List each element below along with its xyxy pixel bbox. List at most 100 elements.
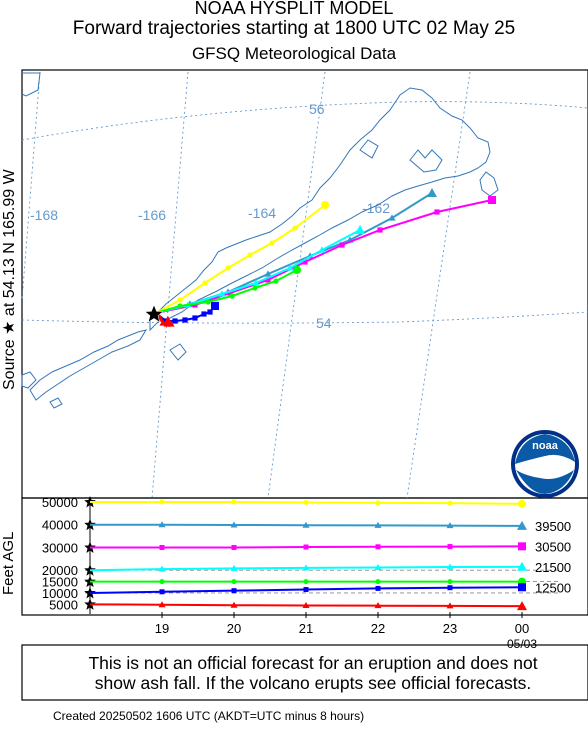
height-series-marker xyxy=(447,579,453,585)
trajectory-marker xyxy=(339,242,345,248)
trajectory-5 xyxy=(155,266,301,314)
height-series-marker xyxy=(375,500,381,506)
height-x-tick-label: 23 xyxy=(443,621,457,636)
trajectory-end-marker xyxy=(427,188,437,197)
height-series-marker xyxy=(375,579,381,585)
trajectory-marker xyxy=(201,311,207,317)
trajectory-marker xyxy=(207,309,213,315)
trajectory-end-marker xyxy=(163,316,173,325)
height-x-tick-label: 19 xyxy=(155,621,169,636)
trajectory-end-marker xyxy=(293,266,301,274)
height-end-label: 30500 xyxy=(535,539,571,554)
trajectory-marker xyxy=(252,285,258,291)
trajectory-marker xyxy=(202,280,208,286)
island-e xyxy=(49,397,63,409)
height-series-marker xyxy=(302,564,310,571)
height-series-marker xyxy=(231,588,237,594)
coastline xyxy=(21,72,499,409)
trajectory-marker xyxy=(292,225,298,231)
trajectory-marker xyxy=(182,317,188,323)
disclaimer-frame xyxy=(21,644,588,701)
trajectory-marker xyxy=(225,265,231,271)
trajectory-2 xyxy=(155,188,437,314)
source-star-icon xyxy=(144,304,164,323)
title-line-3: GFSQ Meteorological Data xyxy=(191,44,397,63)
height-y-tick-label: 10000 xyxy=(42,586,78,601)
trajectory-marker xyxy=(269,240,275,246)
height-series-marker xyxy=(447,585,453,591)
height-series-marker xyxy=(446,602,454,609)
height-series-marker xyxy=(517,520,527,530)
height-series-marker xyxy=(518,542,526,551)
noaa-logo-text: noaa xyxy=(532,440,559,452)
trajectory-line xyxy=(155,192,433,314)
height-series-1 xyxy=(90,499,526,508)
height-series xyxy=(89,499,527,611)
height-series-marker xyxy=(375,544,381,550)
trajectory-end-marker xyxy=(211,302,219,310)
height-series-marker xyxy=(303,499,309,505)
height-end-label: 39500 xyxy=(535,519,571,534)
noaa-logo-bird xyxy=(515,434,575,464)
trajectory-marker xyxy=(227,290,233,296)
trajectory-marker xyxy=(252,279,260,286)
trajectory-marker xyxy=(388,214,396,221)
height-x-tick-label: 22 xyxy=(371,621,385,636)
height-series-marker xyxy=(374,563,382,570)
disclaimer-line-2: show ash fall. If the volcano erupts see… xyxy=(94,673,532,693)
height-series-3 xyxy=(90,542,526,551)
height-end-label: 21500 xyxy=(535,560,571,575)
trajectory-marker xyxy=(434,209,440,215)
height-series-marker xyxy=(517,561,527,571)
meridian-166 xyxy=(151,71,189,499)
meridian-162 xyxy=(406,71,471,499)
map-frame xyxy=(21,69,588,499)
island-f xyxy=(169,343,187,361)
height-y-tick-label: 20000 xyxy=(42,563,78,578)
height-series-4 xyxy=(89,561,527,572)
height-series-marker xyxy=(303,544,309,550)
trajectory-1 xyxy=(155,201,329,314)
title-line-1: NOAA HYSPLIT MODEL xyxy=(194,0,394,18)
noaa-logo: noaa xyxy=(511,430,579,498)
height-series-marker xyxy=(231,499,237,505)
trajectory-marker xyxy=(192,315,198,321)
height-panel-frame xyxy=(21,497,588,616)
island-b xyxy=(359,139,379,159)
height-series-marker xyxy=(158,601,166,608)
height-series-marker xyxy=(303,587,309,593)
trajectory-layer xyxy=(155,188,496,327)
noaa-logo-wave xyxy=(516,470,574,494)
trajectory-marker xyxy=(264,270,272,277)
height-series-marker xyxy=(518,499,526,508)
disclaimer: This is not an official forecast for an … xyxy=(53,653,573,693)
height-series-marker xyxy=(230,564,238,571)
height-series-6 xyxy=(89,583,526,595)
trajectory-line xyxy=(155,229,361,314)
trajectory-end-marker xyxy=(488,196,496,204)
height-gridlines xyxy=(85,500,560,614)
trajectory-end-marker xyxy=(321,201,329,209)
height-series-marker xyxy=(231,579,237,585)
parallel-54 xyxy=(21,311,588,324)
height-y-tick-label: 40000 xyxy=(42,518,78,533)
height-series-marker xyxy=(158,521,166,528)
height-ylabel: Feet AGL xyxy=(0,532,17,595)
height-series-marker xyxy=(231,544,237,550)
disclaimer-line-1: This is not an official forecast for an … xyxy=(88,653,538,673)
height-series-marker xyxy=(303,579,309,585)
height-series-marker xyxy=(374,602,382,609)
trajectory-end-marker xyxy=(355,225,365,234)
title-line-2: Forward trajectories starting at 1800 UT… xyxy=(72,18,516,39)
lon-label-168: -168 xyxy=(30,207,58,223)
height-series-marker xyxy=(159,544,165,550)
height-series-marker xyxy=(159,499,165,505)
trajectory-marker xyxy=(205,299,211,305)
height-series-marker xyxy=(159,589,165,595)
height-x-tick-label: 00 xyxy=(515,621,529,636)
height-x-tick-label: 21 xyxy=(299,621,313,636)
lon-label-164: -164 xyxy=(248,205,276,221)
height-series-marker xyxy=(159,579,165,585)
